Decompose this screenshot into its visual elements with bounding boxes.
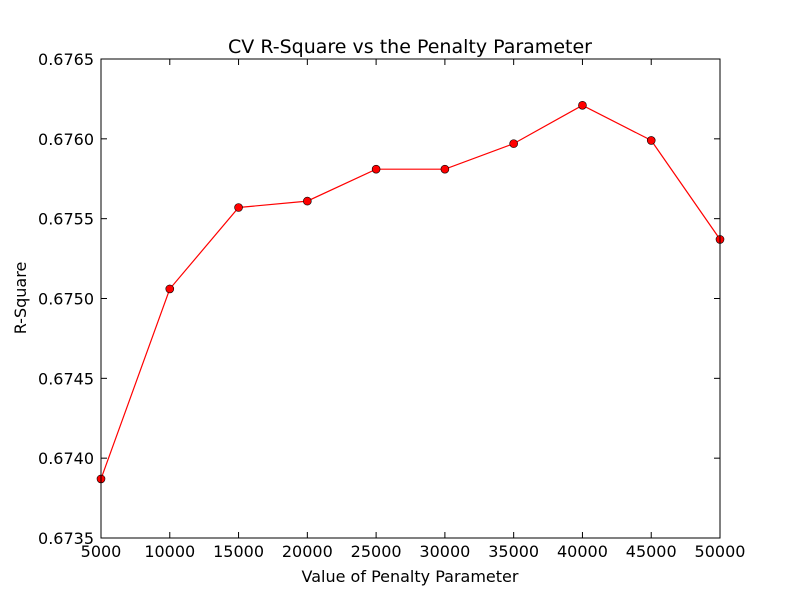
data-point xyxy=(234,203,243,212)
series-line xyxy=(100,104,721,480)
y-tick-label: 0.6740 xyxy=(38,449,94,468)
data-point xyxy=(371,164,381,174)
x-tick-label: 5000 xyxy=(81,542,122,561)
x-tick-label: 10000 xyxy=(144,542,195,561)
x-tick-label: 35000 xyxy=(488,542,539,561)
y-tick-label: 0.6760 xyxy=(38,130,94,149)
x-tick-label: 25000 xyxy=(351,542,402,561)
data-point xyxy=(165,284,175,294)
x-tick-label: 15000 xyxy=(213,542,264,561)
x-tick-label: 50000 xyxy=(695,542,746,561)
y-tick-label: 0.6750 xyxy=(38,290,94,309)
data-point xyxy=(509,139,518,148)
data-point xyxy=(440,164,450,174)
x-tick-label: 20000 xyxy=(282,542,333,561)
x-tick-label: 45000 xyxy=(626,542,677,561)
plot-frame xyxy=(100,58,721,539)
y-tick-label: 0.6735 xyxy=(38,529,94,548)
chart-title: CV R-Square vs the Penalty Parameter xyxy=(228,36,592,58)
y-axis-label: R-Square xyxy=(11,262,30,335)
x-tick-label: 30000 xyxy=(419,542,470,561)
y-tick-label: 0.6755 xyxy=(38,210,94,229)
data-point xyxy=(578,101,587,110)
data-point xyxy=(646,136,656,145)
x-axis-label: Value of Penalty Parameter xyxy=(302,567,519,586)
data-point xyxy=(303,196,312,206)
y-tick-label: 0.6745 xyxy=(38,369,94,388)
y-tick-label: 0.6765 xyxy=(38,50,94,69)
x-tick-label: 40000 xyxy=(557,542,608,561)
